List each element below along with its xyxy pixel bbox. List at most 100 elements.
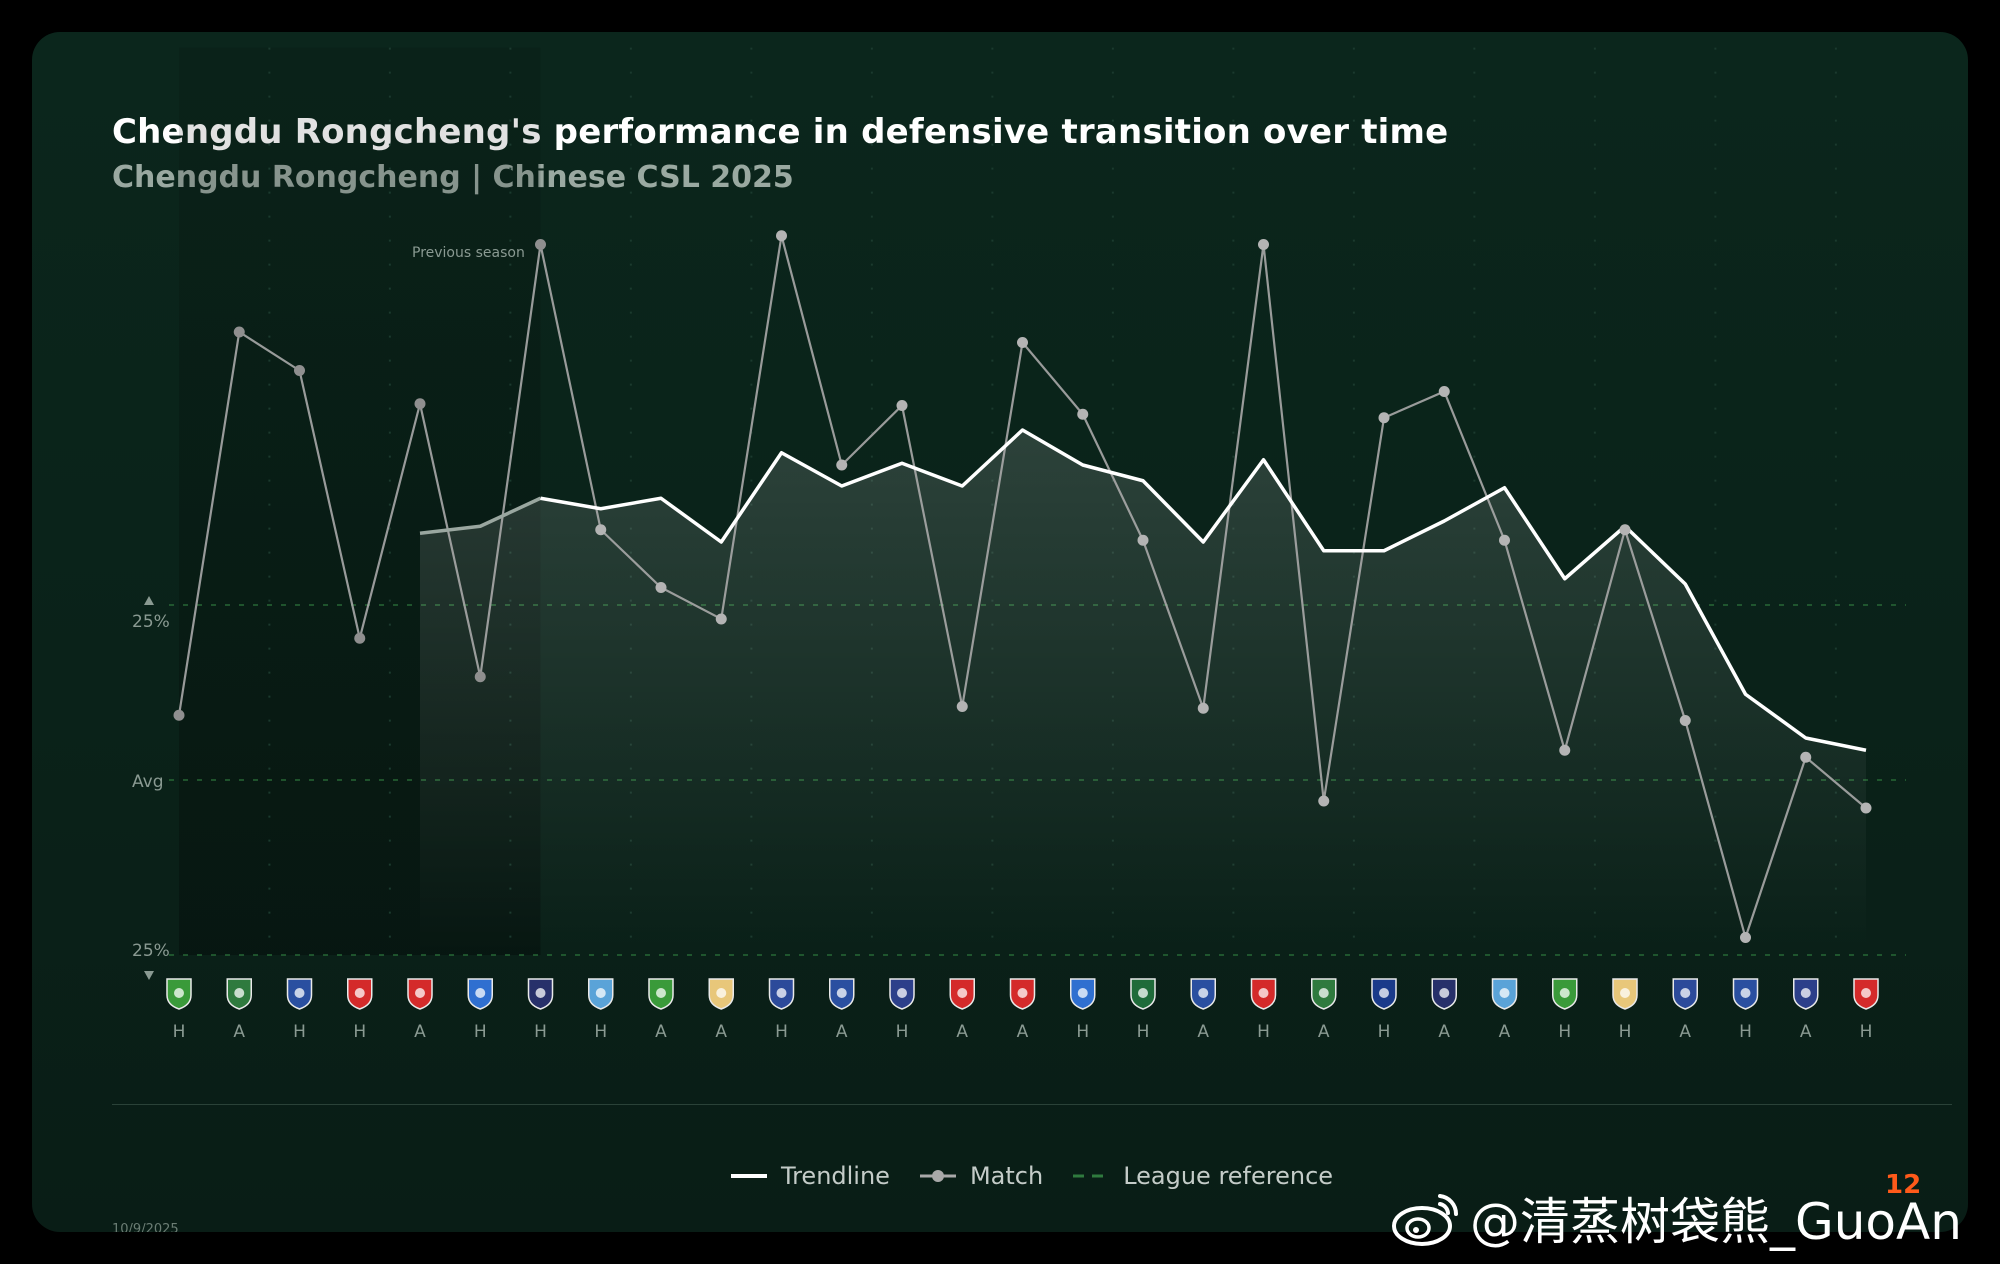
team-crest-emblem <box>1138 988 1148 998</box>
match-point <box>1258 239 1269 250</box>
legend-label-match: Match <box>969 1162 1044 1190</box>
trendline-previous-season <box>419 496 542 535</box>
match-point <box>896 400 908 411</box>
match-point <box>1137 534 1149 546</box>
venue-label: A <box>956 1022 968 1042</box>
venue-label: A <box>1499 1022 1511 1042</box>
match-point <box>1077 408 1089 420</box>
y-tick-label: 25% <box>132 941 170 961</box>
match-point <box>354 632 366 644</box>
team-crest-emblem <box>1379 988 1389 998</box>
match-legend-icon <box>919 1170 956 1182</box>
team-crest-emblem <box>234 988 245 998</box>
match-point <box>1017 337 1028 348</box>
trendline-area <box>420 430 1866 955</box>
venue-label: H <box>775 1022 788 1042</box>
match-point <box>1378 412 1390 424</box>
legend-label-league: League reference <box>1123 1162 1334 1190</box>
team-crest-emblem <box>1198 988 1209 998</box>
team-crest-emblem <box>1439 988 1450 998</box>
match-point <box>1318 795 1330 807</box>
team-crest-emblem <box>897 988 907 998</box>
match-point <box>1559 744 1571 756</box>
match-point <box>956 701 968 712</box>
match-point <box>1499 534 1510 546</box>
team-crest-emblem <box>415 988 425 998</box>
venue-label: A <box>1017 1022 1029 1042</box>
match-point <box>1438 386 1450 397</box>
match-point <box>1679 715 1691 726</box>
watermark: @清蒸树袋熊_GuoAn <box>1390 1182 1962 1254</box>
venue-label: A <box>836 1022 848 1042</box>
team-crest-emblem <box>1861 988 1871 998</box>
chart-legend: Trendline Match League reference <box>32 1162 1968 1190</box>
league-reference-legend-icon <box>1073 1174 1110 1178</box>
venue-label: A <box>1679 1022 1691 1042</box>
venue-label: H <box>534 1022 547 1042</box>
y-tick-label: Avg <box>132 772 164 792</box>
venue-label: H <box>1558 1022 1571 1042</box>
venue-label: H <box>1076 1022 1089 1042</box>
watermark-text: @清蒸树袋熊_GuoAn <box>1470 1193 1962 1251</box>
venue-label: H <box>1257 1022 1270 1042</box>
date-stamp: 10/9/2025 <box>112 1222 179 1232</box>
match-point <box>1800 751 1812 763</box>
divider <box>112 1104 1952 1105</box>
team-crest-emblem <box>776 988 787 998</box>
team-crest-emblem <box>1740 988 1751 998</box>
venue-label: A <box>233 1022 245 1042</box>
match-point <box>414 398 426 410</box>
venue-label: H <box>173 1022 186 1042</box>
match-point <box>173 709 185 721</box>
down-arrow-icon <box>144 971 154 980</box>
venue-label: H <box>594 1022 607 1042</box>
venue-label: A <box>414 1022 426 1042</box>
venue-label: A <box>1438 1022 1450 1042</box>
team-crest-emblem <box>535 988 546 998</box>
venue-label: H <box>293 1022 306 1042</box>
team-crest-emblem <box>1559 988 1570 998</box>
y-tick-label: 25% <box>132 612 170 632</box>
match-point <box>294 365 305 376</box>
venue-label: H <box>474 1022 487 1042</box>
trendline-series-line <box>540 428 1867 752</box>
team-crest-emblem <box>836 988 847 998</box>
match-point <box>474 671 486 683</box>
venue-label: A <box>655 1022 667 1042</box>
venue-label: H <box>896 1022 909 1042</box>
trendline-legend-icon <box>730 1174 767 1178</box>
venue-label: A <box>1197 1022 1209 1042</box>
team-crest-emblem <box>595 988 606 998</box>
match-point <box>776 230 787 242</box>
match-point <box>715 613 727 625</box>
venue-label: H <box>1619 1022 1632 1042</box>
team-crest-emblem <box>716 988 727 998</box>
team-crest-emblem <box>475 988 486 998</box>
match-point <box>655 582 667 593</box>
legend-item-trendline: Trendline <box>730 1162 890 1190</box>
venue-label: H <box>1739 1022 1752 1042</box>
team-crest-emblem <box>656 988 666 998</box>
match-point <box>1860 802 1872 814</box>
legend-item-match: Match <box>919 1162 1044 1190</box>
team-crest-emblem <box>294 988 305 998</box>
venue-label: H <box>1860 1022 1873 1042</box>
venue-label: H <box>1378 1022 1391 1042</box>
team-crest-emblem <box>354 988 365 998</box>
legend-label-trendline: Trendline <box>780 1162 890 1190</box>
venue-label: H <box>1137 1022 1150 1042</box>
match-point <box>535 239 546 250</box>
venue-label: H <box>353 1022 366 1042</box>
team-crest-emblem <box>1258 988 1269 998</box>
match-point <box>233 326 245 338</box>
team-crest-emblem <box>1680 988 1691 998</box>
team-crest-emblem <box>1077 988 1088 998</box>
team-crest-emblem <box>1499 988 1510 998</box>
weibo-logo-icon <box>1392 1194 1459 1246</box>
venue-label: A <box>715 1022 727 1042</box>
match-point <box>595 524 607 536</box>
brand-mark: 12 <box>1885 1170 1922 1200</box>
team-crest-emblem <box>174 988 184 998</box>
up-arrow-icon <box>144 596 154 605</box>
previous-season-label: Previous season <box>412 245 525 261</box>
